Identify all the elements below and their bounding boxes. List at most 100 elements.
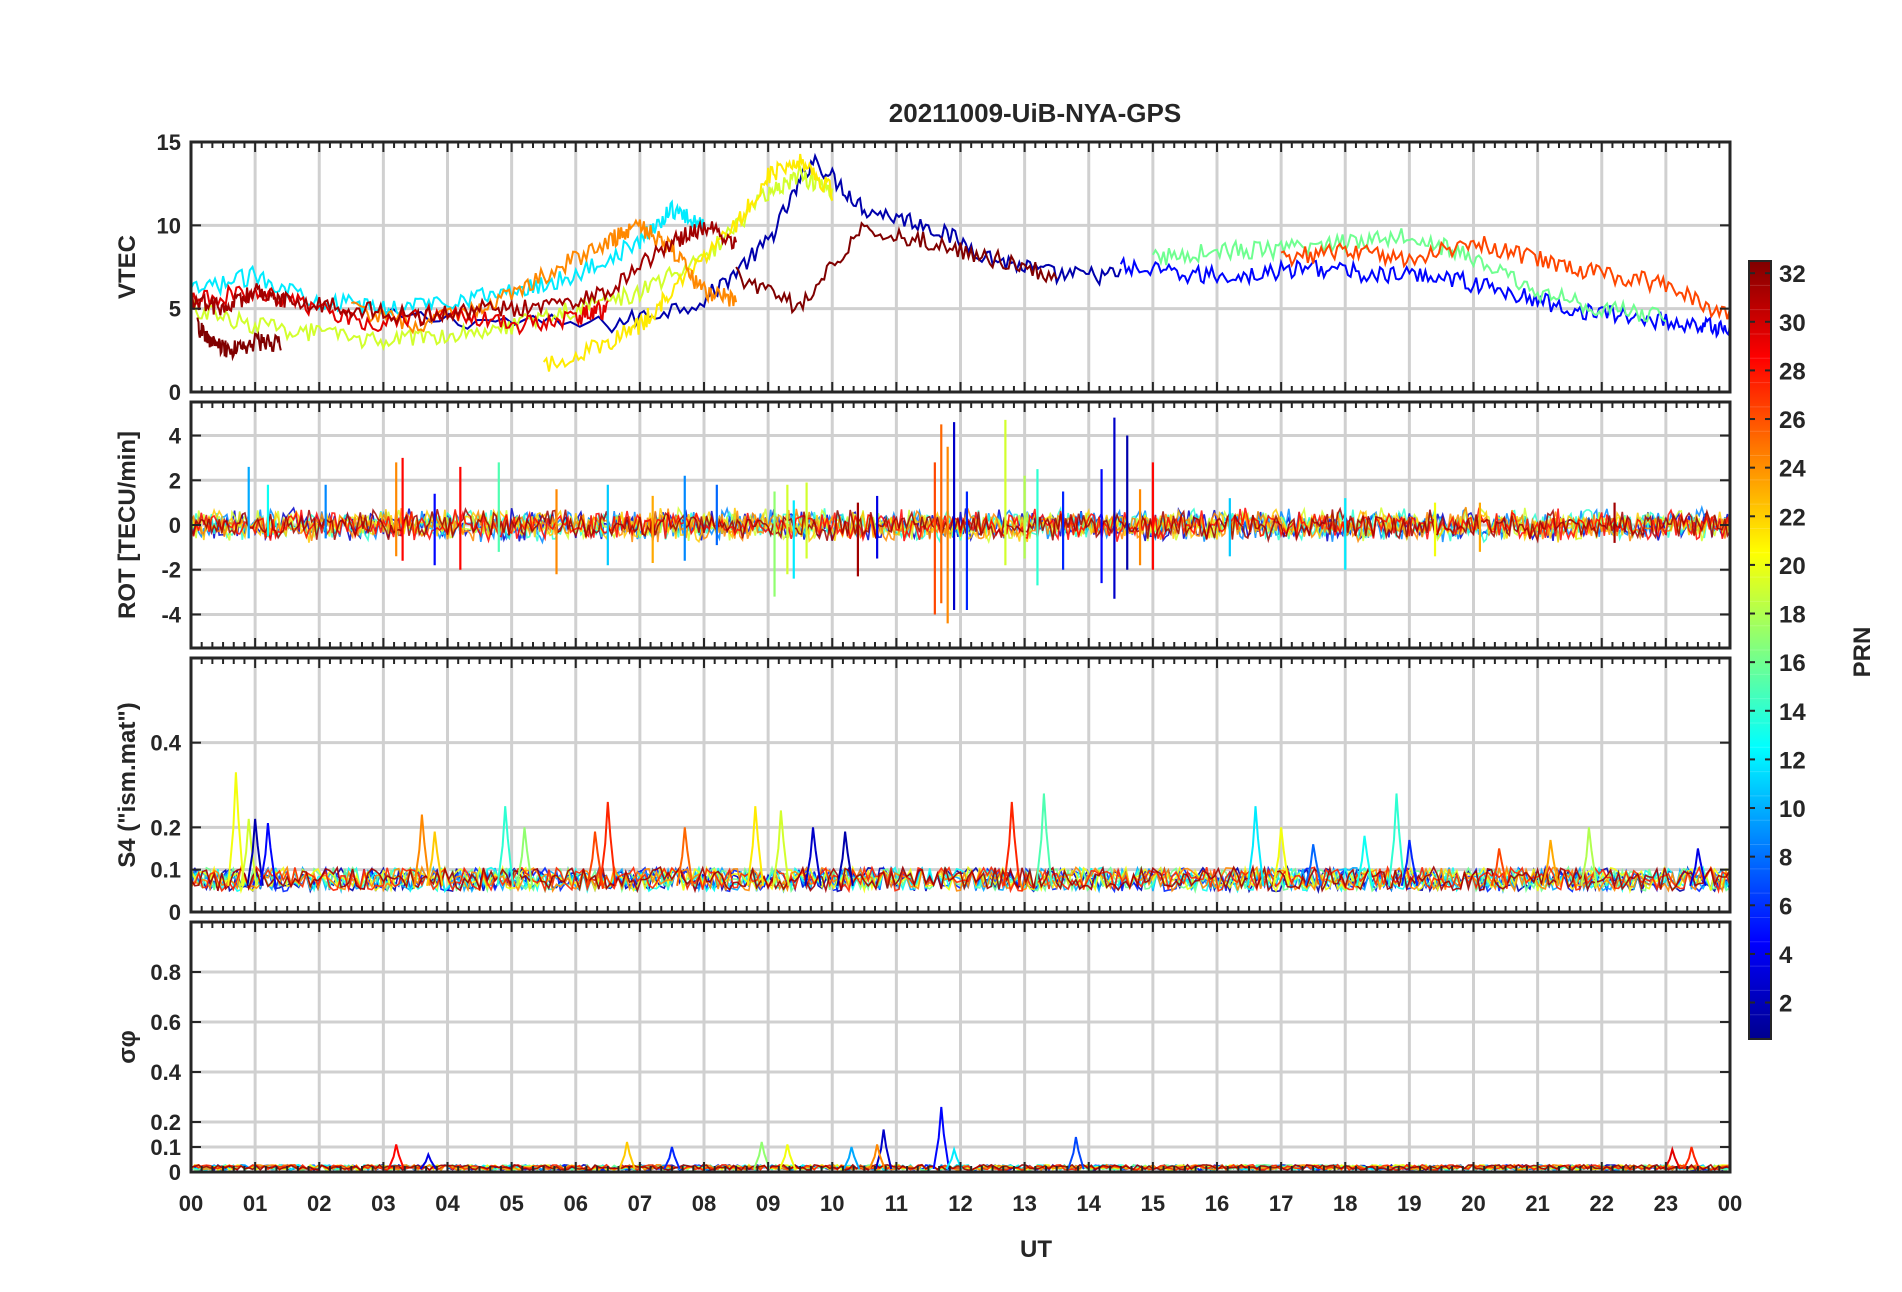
vtec-series-prn-21 <box>542 153 834 372</box>
colorbar-tick-label: 8 <box>1779 845 1792 872</box>
spike-prn-2 <box>246 818 264 886</box>
y-tick-label: 4 <box>169 424 182 449</box>
spike-prn-20 <box>227 772 245 886</box>
colorbar-gradient <box>1749 261 1771 1039</box>
spike-prn-28 <box>387 1144 405 1170</box>
x-tick-label: 10 <box>820 1191 844 1216</box>
y-tick-label: -2 <box>161 558 181 583</box>
y-axis-label: ROT [TECU/min] <box>114 431 141 619</box>
vtec-series-prn-26 <box>1280 236 1730 320</box>
x-tick-label: 03 <box>371 1191 395 1216</box>
baseline-prn-31 <box>191 864 1730 894</box>
colorbar-tick-label: 6 <box>1779 893 1792 920</box>
colorbar-tick-label: 18 <box>1779 602 1806 629</box>
vtec-series-prn-24 <box>351 218 738 335</box>
spike-prn-6 <box>1400 839 1419 887</box>
colorbar-tick-label: 28 <box>1779 358 1806 385</box>
x-tick-label: 05 <box>499 1191 523 1216</box>
spike-prn-26 <box>1490 848 1508 887</box>
data-layer <box>191 772 1730 895</box>
x-tick-label: 14 <box>1077 1191 1102 1216</box>
y-tick-label: 0.4 <box>150 1060 181 1085</box>
spike-prn-8 <box>1304 844 1322 887</box>
y-tick-label: 2 <box>169 468 181 493</box>
spike-prn-12 <box>1246 806 1265 886</box>
vtec-series-prn-16 <box>1152 228 1667 323</box>
x-tick-label: 06 <box>564 1191 588 1216</box>
colorbar-tick-label: 14 <box>1779 699 1806 726</box>
panel-sigma_phi: 00.10.2 0.4 0.6 0.8 σφ <box>114 920 1732 1185</box>
colorbar-frame <box>1748 260 1772 1040</box>
vtec-series-prn-32 <box>735 221 1058 315</box>
data-layer <box>191 152 1730 372</box>
x-axis-label: UT <box>1020 1236 1052 1263</box>
colorbar-tick-label: 24 <box>1779 456 1806 483</box>
spike-prn-13 <box>1355 835 1374 886</box>
spike-prn-27 <box>1682 1146 1701 1170</box>
y-tick-label: 0.1 <box>150 1135 181 1160</box>
x-tick-label: 08 <box>692 1191 716 1216</box>
y-tick-label: 10 <box>157 213 181 238</box>
x-tick-label: 23 <box>1654 1191 1678 1216</box>
spike-prn-6 <box>663 1146 681 1170</box>
spike-prn-17 <box>515 827 534 886</box>
x-tick-label: 13 <box>1012 1191 1036 1216</box>
colorbar-tick-label: 30 <box>1779 310 1806 337</box>
spike-prn-12 <box>945 1145 963 1170</box>
vtec-series-prn-2 <box>382 152 1122 334</box>
panel-s4: 0 0.1 0.2 0.4 S4 ("ism.mat") <box>114 656 1732 925</box>
colorbar-tick-label: 4 <box>1779 942 1793 969</box>
colorbar-tick-label: 10 <box>1779 796 1806 823</box>
spike-prn-4 <box>419 1151 437 1170</box>
y-tick-label: -4 <box>161 602 181 627</box>
spike-prn-24 <box>868 1144 886 1170</box>
x-tick-label: 22 <box>1590 1191 1614 1216</box>
spike-prn-19 <box>772 810 790 886</box>
y-tick-label: 0.6 <box>150 1010 181 1035</box>
y-tick-label: 15 <box>157 130 181 155</box>
spike-prn-4 <box>1689 848 1707 887</box>
chart-title: 20211009-UiB-NYA-GPS <box>889 98 1181 128</box>
spike-prn-18 <box>1580 827 1598 886</box>
spike-prn-7 <box>1067 1136 1085 1170</box>
x-tick-label: 15 <box>1141 1191 1165 1216</box>
x-tick-label: 20 <box>1461 1191 1485 1216</box>
spike-prn-19 <box>240 818 258 886</box>
vtec-series-prn-32 <box>196 317 282 362</box>
x-tick-label: 09 <box>756 1191 780 1216</box>
x-tick-label: 19 <box>1397 1191 1421 1216</box>
spike-prn-23 <box>1541 839 1560 887</box>
colorbar-tick-label: 22 <box>1779 504 1806 531</box>
x-tick-label: 21 <box>1525 1191 1549 1216</box>
x-tick-label: 04 <box>435 1191 460 1216</box>
colorbar-tick-label: 20 <box>1779 553 1806 580</box>
colorbar-label: PRN <box>1849 627 1876 678</box>
y-tick-label: 0 <box>169 1160 181 1185</box>
data-layer <box>191 417 1730 624</box>
y-tick-label: 0.2 <box>150 1110 181 1135</box>
x-tick-label: 11 <box>885 1191 908 1216</box>
vtec-series-prn-31 <box>191 219 738 327</box>
spike-prn-14 <box>1387 793 1406 886</box>
y-tick-label: 0.4 <box>150 731 181 756</box>
spike-prn-5 <box>259 822 277 886</box>
colorbar-tick-label: 12 <box>1779 747 1806 774</box>
y-tick-label: 0 <box>169 513 181 538</box>
rot-noise-prn-24 <box>191 506 1730 544</box>
vtec-series-prn-29 <box>191 283 609 336</box>
spike-prn-21 <box>746 806 764 886</box>
panel-rot: -4 -2 0 2 4 ROT [TECU/min] <box>114 400 1732 650</box>
rot-noise-prn-31 <box>191 506 1730 544</box>
y-axis-label: σφ <box>114 1030 141 1064</box>
x-tick-label: 18 <box>1333 1191 1357 1216</box>
spike-prn-2 <box>836 831 854 886</box>
x-tick-label: 01 <box>243 1191 267 1216</box>
x-tick-label: 07 <box>628 1191 652 1216</box>
x-tick-label: 16 <box>1205 1191 1229 1216</box>
spike-prn-10 <box>842 1146 861 1170</box>
y-tick-label: 0 <box>169 380 181 405</box>
x-tick-label: 00 <box>179 1191 203 1216</box>
x-tick-label: 17 <box>1269 1191 1293 1216</box>
